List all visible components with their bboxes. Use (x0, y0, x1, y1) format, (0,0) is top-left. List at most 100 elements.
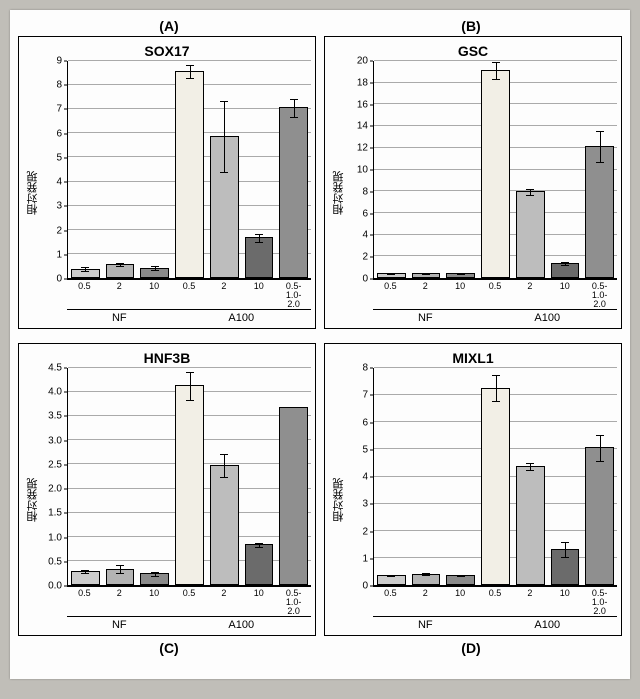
y-tick-label: 14 (357, 121, 370, 132)
label-a: (A) (18, 18, 320, 34)
bar (516, 191, 545, 278)
x-tick-label: 0.5- 1.0- 2.0 (582, 279, 617, 309)
y-tick-label: 0 (362, 581, 370, 592)
x-group-label: NF (373, 309, 478, 326)
y-tick-label: 6 (56, 128, 64, 139)
plot-area (67, 61, 311, 279)
bar (175, 385, 204, 585)
bar (551, 263, 580, 278)
bar (377, 575, 406, 585)
y-tick-label: 4 (362, 472, 370, 483)
bar (175, 71, 204, 278)
x-tick-label: 2 (102, 279, 137, 309)
y-tick-label: 20 (357, 56, 370, 67)
y-tick-label: 0 (56, 274, 64, 285)
y-axis-label: 相対発現 (329, 368, 349, 633)
bar (481, 70, 510, 278)
x-group-label: NF (67, 616, 172, 633)
bar (446, 273, 475, 278)
x-tick-label: 0.5 (478, 586, 513, 616)
page: (A) (B) SOX17相対発現01234567890.52100.52100… (10, 10, 630, 679)
bar (71, 571, 100, 585)
y-tick-label: 3 (362, 499, 370, 510)
x-tick-label: 10 (443, 586, 478, 616)
chart-panel: MIXL1相対発現0123456780.52100.52100.5- 1.0- … (324, 343, 622, 636)
y-axis-label: 相対発現 (23, 61, 43, 326)
y-tick-label: 9 (56, 56, 64, 67)
x-tick-label: 10 (137, 586, 172, 616)
x-tick-label: 10 (241, 279, 276, 309)
y-tick-label: 7 (56, 104, 64, 115)
y-tick-label: 5 (56, 152, 64, 163)
y-tick-label: 6 (362, 417, 370, 428)
y-tick-label: 1 (362, 553, 370, 564)
y-tick-label: 1.5 (48, 508, 64, 519)
x-tick-label: 10 (547, 279, 582, 309)
bottom-panel-labels: (C) (D) (18, 640, 622, 656)
x-tick-label: 0.5 (172, 279, 207, 309)
y-tick-label: 18 (357, 77, 370, 88)
x-tick-label: 2 (206, 279, 241, 309)
bar (516, 466, 545, 585)
x-group-label: NF (67, 309, 172, 326)
bar (245, 544, 274, 585)
x-tick-label: 0.5- 1.0- 2.0 (276, 586, 311, 616)
y-tick-label: 2 (362, 526, 370, 537)
plot-area (373, 368, 617, 586)
bar (585, 146, 614, 278)
bar (551, 549, 580, 585)
x-tick-label: 0.5 (373, 586, 408, 616)
plot-area (67, 368, 311, 586)
y-tick-label: 4.5 (48, 363, 64, 374)
y-axis-label: 相対発現 (329, 61, 349, 326)
bar (210, 465, 239, 585)
x-group-label: A100 (478, 616, 617, 633)
chart-panel: SOX17相対発現01234567890.52100.52100.5- 1.0-… (18, 36, 316, 329)
top-panel-labels: (A) (B) (18, 18, 622, 34)
y-tick-label: 3 (56, 201, 64, 212)
chart-panel: GSC相対発現024681012141618200.52100.52100.5-… (324, 36, 622, 329)
bar (106, 569, 135, 585)
x-tick-label: 0.5 (172, 586, 207, 616)
label-d: (D) (320, 640, 622, 656)
y-tick-label: 6 (362, 208, 370, 219)
bar (585, 447, 614, 585)
y-tick-label: 7 (362, 390, 370, 401)
x-tick-label: 0.5 (478, 279, 513, 309)
y-tick-label: 16 (357, 99, 370, 110)
y-tick-label: 3.0 (48, 435, 64, 446)
y-tick-label: 4 (56, 177, 64, 188)
y-tick-label: 12 (357, 143, 370, 154)
bar (412, 574, 441, 585)
y-tick-label: 8 (56, 80, 64, 91)
label-b: (B) (320, 18, 622, 34)
x-tick-label: 2 (408, 586, 443, 616)
bar (106, 264, 135, 278)
label-c: (C) (18, 640, 320, 656)
x-group-label: A100 (172, 616, 311, 633)
y-tick-label: 0.5 (48, 556, 64, 567)
bar (140, 268, 169, 278)
y-tick-label: 3.5 (48, 411, 64, 422)
x-tick-label: 0.5 (67, 279, 102, 309)
bar (71, 269, 100, 278)
x-tick-label: 0.5- 1.0- 2.0 (276, 279, 311, 309)
y-tick-label: 2 (362, 252, 370, 263)
y-tick-label: 2.0 (48, 484, 64, 495)
x-group-label: A100 (172, 309, 311, 326)
y-tick-label: 0 (362, 274, 370, 285)
x-tick-label: 10 (137, 279, 172, 309)
x-tick-label: 0.5 (373, 279, 408, 309)
x-tick-label: 2 (512, 279, 547, 309)
y-tick-label: 8 (362, 186, 370, 197)
y-tick-label: 2 (56, 225, 64, 236)
x-tick-label: 0.5 (67, 586, 102, 616)
x-tick-label: 2 (408, 279, 443, 309)
x-tick-label: 0.5- 1.0- 2.0 (582, 586, 617, 616)
bar (446, 575, 475, 585)
x-group-label: NF (373, 616, 478, 633)
bar (377, 273, 406, 278)
bar (279, 407, 308, 585)
y-tick-label: 10 (357, 165, 370, 176)
y-tick-label: 0.0 (48, 581, 64, 592)
